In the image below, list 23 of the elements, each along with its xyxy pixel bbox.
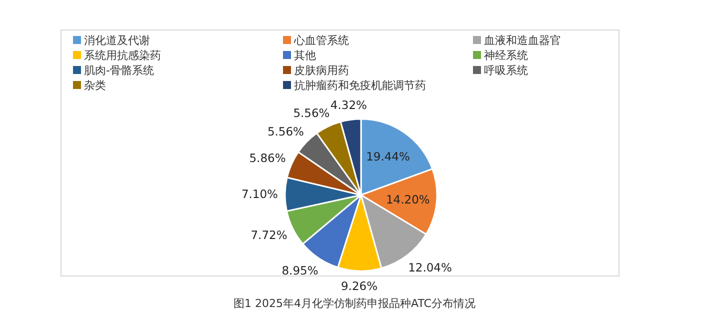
caption: 图1 2025年4月化学仿制药申报品种ATC分布情况 [234,297,476,310]
data-label: 12.04% [408,260,452,274]
legend-label: 心血管系统 [293,34,349,47]
data-label: 5.86% [249,151,286,166]
legend-label: 神经系统 [484,49,528,62]
data-label: 4.32% [330,98,368,112]
legend-label: 呼吸系统 [484,64,528,77]
legend-label: 血液和造血器官 [484,34,561,47]
legend-label: 抗肿瘤药和免疫机能调节药 [294,79,426,92]
legend-label: 系统用抗感染药 [84,49,161,62]
data-label: 9.26% [340,278,378,293]
legend-label: 皮肤病用药 [294,64,349,77]
data-label: 5.56% [267,124,304,138]
data-label: 8.95% [282,264,318,278]
legend-label: 其他 [294,49,316,62]
data-label: 7.10% [241,187,278,202]
data-label: 19.44% [366,149,410,164]
data-label: 14.20% [386,192,430,207]
legend-label: 消化道及代谢 [84,34,150,47]
data-label: 7.72% [250,228,288,242]
data-label: 5.56% [293,106,330,120]
legend-label: 杂类 [84,79,106,92]
legend-label: 肌肉-骨骼系统 [84,64,154,77]
